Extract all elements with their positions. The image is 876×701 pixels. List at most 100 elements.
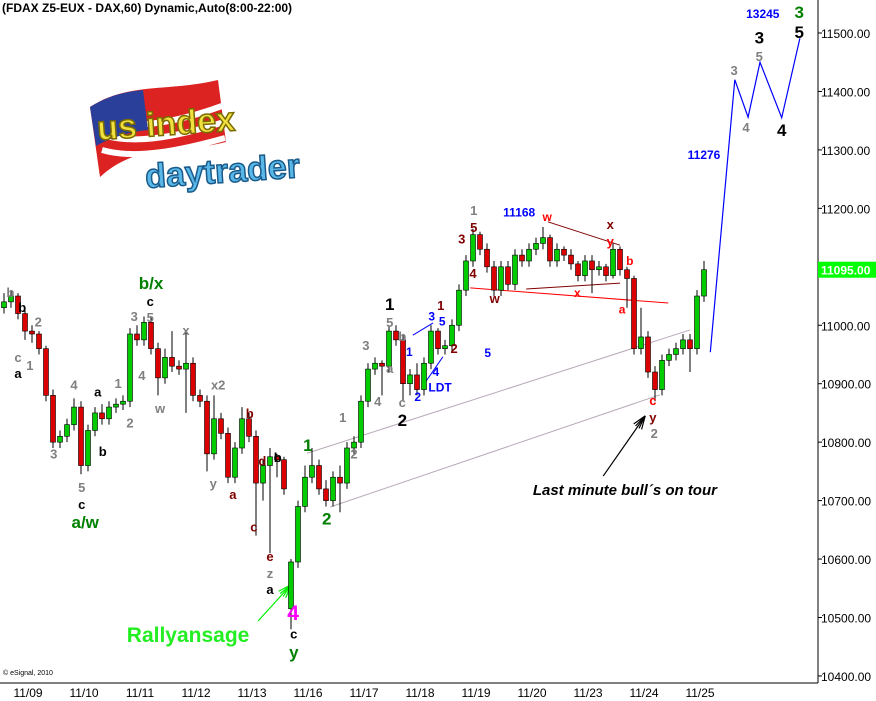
last-price-label: 11095.00: [821, 264, 871, 278]
wave-label: c: [78, 497, 85, 512]
candle-body: [673, 348, 679, 355]
candle: [22, 307, 28, 340]
candle: [85, 424, 91, 472]
wave-label: 4: [469, 266, 477, 281]
candle-body: [99, 412, 105, 420]
candle-body: [463, 260, 469, 291]
candle: [456, 284, 462, 332]
candle: [288, 559, 294, 630]
trend-lines: [257, 221, 691, 622]
candle-body: [281, 459, 287, 490]
candle: [43, 345, 49, 402]
wave-label: x: [182, 323, 190, 338]
candle-body: [645, 336, 651, 373]
wave-label: 5: [439, 314, 446, 328]
flag-canton: [90, 90, 148, 146]
candle: [680, 334, 686, 355]
x-axis: 11/09 11/10 11/11 11/12 11/13 11/16 11/17 11/18…: [13, 686, 714, 700]
candle: [267, 447, 273, 554]
candle: [673, 342, 679, 361]
wave-label: 4: [287, 602, 299, 625]
wave-label: b: [99, 444, 107, 459]
candle: [526, 243, 532, 267]
y-tick-label: 11500.00: [821, 27, 870, 41]
wave-label: 3: [50, 446, 57, 461]
y-tick-label: 10600.00: [821, 553, 871, 567]
candle-body: [610, 248, 616, 276]
wave-label: y: [289, 643, 299, 662]
candle-body: [491, 266, 497, 291]
wave-label: y: [607, 234, 615, 249]
candle-body: [617, 248, 623, 271]
candle-body: [246, 418, 252, 437]
candle: [533, 237, 539, 256]
wave-label: b/x: [139, 274, 164, 293]
x-tick-label: 11/20: [517, 686, 546, 700]
wave-label: 3: [428, 309, 435, 323]
candle-body: [386, 330, 392, 367]
y-tick-label: 10500.00: [821, 612, 871, 626]
wave-label: 1: [437, 298, 444, 313]
rally-arrow: [257, 584, 292, 622]
candle-body: [134, 333, 140, 341]
candle-body: [239, 418, 245, 449]
candle-body: [449, 324, 455, 347]
candle-body: [85, 430, 91, 466]
candle: [246, 412, 252, 443]
candles: [1, 227, 707, 630]
candle: [498, 260, 504, 297]
wave-label: 1: [385, 295, 394, 314]
candle: [547, 234, 553, 267]
wave-label: c: [147, 294, 154, 309]
candle-body: [379, 362, 385, 367]
wave-label: y: [649, 410, 657, 425]
candle-body: [421, 362, 427, 390]
wave-label: b: [398, 329, 406, 344]
candle: [631, 275, 637, 355]
candle: [274, 453, 280, 478]
wave-label: y: [210, 476, 218, 491]
wave-label: 3: [755, 28, 764, 47]
candle-body: [50, 395, 56, 443]
wave-label: a/w: [71, 513, 99, 532]
candle: [393, 325, 399, 346]
candle-body: [64, 424, 70, 437]
candle: [659, 354, 665, 396]
candle: [358, 395, 364, 448]
candle: [421, 357, 427, 396]
wave-label: 1: [114, 376, 121, 391]
candle-body: [652, 371, 658, 390]
wave-label: 3: [362, 338, 369, 353]
candle: [477, 231, 483, 256]
candle: [603, 263, 609, 282]
candle: [8, 290, 14, 308]
candle-body: [533, 243, 539, 250]
candle-body: [253, 436, 259, 484]
ldt-upper: [412, 322, 434, 336]
candle: [589, 255, 595, 294]
candle-body: [519, 254, 525, 262]
candle: [407, 369, 413, 396]
wave-label: b: [6, 285, 14, 300]
candle-body: [596, 266, 602, 271]
candle: [29, 325, 35, 343]
candle-body: [113, 403, 119, 408]
candle-body: [15, 295, 21, 314]
wave-label: e: [266, 549, 273, 564]
candle-body: [477, 234, 483, 250]
candle-body: [435, 330, 441, 349]
candle: [197, 389, 203, 408]
candle: [57, 430, 63, 448]
candle-body: [127, 333, 133, 402]
wave-label: b: [274, 450, 282, 465]
candle: [253, 430, 259, 536]
candle-body: [442, 345, 448, 349]
chart-title: (FDAX Z5-EUX - DAX,60) Dynamic,Auto(8:00…: [2, 1, 292, 15]
candle: [162, 348, 168, 384]
candle-body: [694, 295, 700, 349]
wave-label: 2: [322, 509, 331, 528]
candle: [624, 266, 630, 308]
candle-body: [288, 561, 294, 610]
